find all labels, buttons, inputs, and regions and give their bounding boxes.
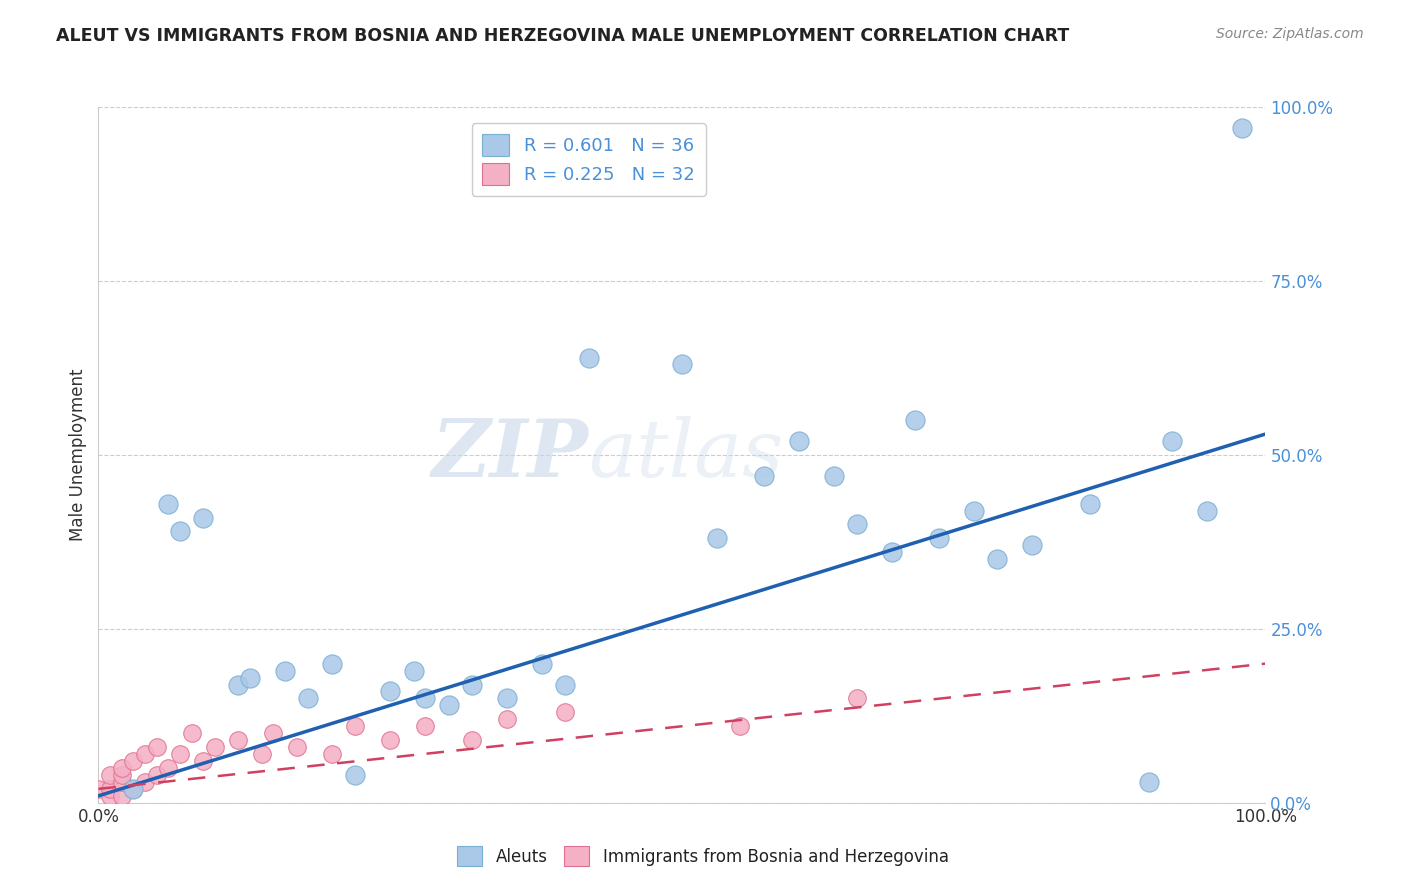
- Point: [787, 434, 810, 448]
- Point: [437, 698, 460, 713]
- Point: [1195, 503, 1218, 517]
- Point: [321, 747, 343, 761]
- Point: [823, 468, 845, 483]
- Y-axis label: Male Unemployment: Male Unemployment: [69, 368, 87, 541]
- Point: [752, 468, 775, 483]
- Point: [461, 677, 484, 691]
- Point: [228, 733, 250, 747]
- Point: [554, 706, 576, 720]
- Text: atlas: atlas: [589, 417, 785, 493]
- Point: [671, 358, 693, 372]
- Text: ZIP: ZIP: [432, 417, 589, 493]
- Point: [250, 747, 273, 761]
- Point: [402, 664, 425, 678]
- Point: [904, 413, 927, 427]
- Point: [111, 761, 134, 775]
- Point: [495, 691, 517, 706]
- Point: [98, 781, 121, 796]
- Point: [111, 775, 134, 789]
- Point: [146, 740, 169, 755]
- Point: [204, 740, 226, 755]
- Point: [297, 691, 319, 706]
- Point: [880, 545, 903, 559]
- Point: [962, 503, 984, 517]
- Point: [928, 532, 950, 546]
- Point: [706, 532, 728, 546]
- Point: [378, 733, 402, 747]
- Point: [344, 719, 367, 733]
- Point: [495, 712, 517, 726]
- Text: Source: ZipAtlas.com: Source: ZipAtlas.com: [1216, 27, 1364, 41]
- Point: [321, 657, 343, 671]
- Point: [274, 664, 297, 678]
- Point: [122, 781, 145, 796]
- Point: [98, 768, 121, 782]
- Point: [262, 726, 284, 740]
- Point: [180, 726, 202, 740]
- Point: [1137, 775, 1160, 789]
- Point: [122, 781, 145, 796]
- Legend: Aleuts, Immigrants from Bosnia and Herzegovina: Aleuts, Immigrants from Bosnia and Herze…: [449, 838, 957, 875]
- Legend: R = 0.601   N = 36, R = 0.225   N = 32: R = 0.601 N = 36, R = 0.225 N = 32: [471, 123, 706, 196]
- Point: [344, 768, 367, 782]
- Point: [845, 691, 868, 706]
- Point: [134, 747, 156, 761]
- Point: [986, 552, 1008, 566]
- Text: ALEUT VS IMMIGRANTS FROM BOSNIA AND HERZEGOVINA MALE UNEMPLOYMENT CORRELATION CH: ALEUT VS IMMIGRANTS FROM BOSNIA AND HERZ…: [56, 27, 1070, 45]
- Point: [157, 497, 180, 511]
- Point: [730, 719, 752, 733]
- Point: [1161, 434, 1184, 448]
- Point: [169, 524, 191, 539]
- Point: [845, 517, 868, 532]
- Point: [413, 719, 436, 733]
- Point: [239, 671, 262, 685]
- Point: [285, 740, 308, 755]
- Point: [87, 781, 110, 796]
- Point: [554, 677, 576, 691]
- Point: [122, 754, 145, 768]
- Point: [1230, 120, 1253, 135]
- Point: [169, 747, 191, 761]
- Point: [1021, 538, 1043, 552]
- Point: [413, 691, 436, 706]
- Point: [530, 657, 553, 671]
- Point: [228, 677, 250, 691]
- Point: [111, 789, 134, 803]
- Point: [1080, 497, 1102, 511]
- Point: [111, 768, 134, 782]
- Point: [98, 789, 121, 803]
- Point: [578, 351, 600, 365]
- Point: [157, 761, 180, 775]
- Point: [134, 775, 156, 789]
- Point: [378, 684, 402, 698]
- Point: [146, 768, 169, 782]
- Point: [193, 754, 215, 768]
- Point: [461, 733, 484, 747]
- Point: [193, 510, 215, 524]
